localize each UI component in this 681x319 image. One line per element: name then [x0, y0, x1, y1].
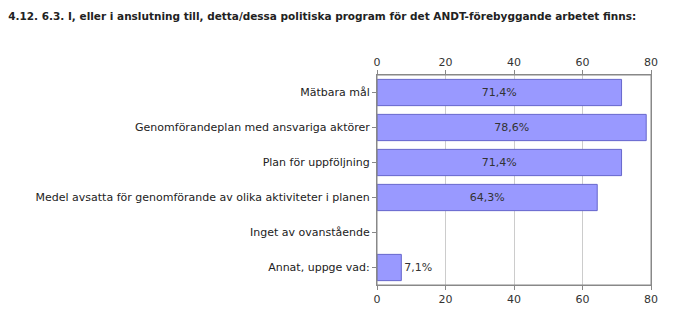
svg-text:60: 60 [576, 56, 590, 69]
svg-text:Plan för uppföljning: Plan för uppföljning [263, 156, 370, 169]
svg-text:40: 40 [507, 56, 521, 69]
svg-text:80: 80 [644, 56, 658, 69]
svg-text:64,3%: 64,3% [470, 191, 505, 204]
svg-text:Annat, uppge vad:: Annat, uppge vad: [268, 261, 370, 274]
svg-text:71,4%: 71,4% [482, 86, 517, 99]
svg-text:71,4%: 71,4% [482, 156, 517, 169]
svg-text:0: 0 [374, 56, 381, 69]
svg-text:4.12. 6.3. I, eller i anslutni: 4.12. 6.3. I, eller i anslutning till, d… [8, 10, 636, 22]
svg-text:80: 80 [644, 293, 658, 306]
svg-text:60: 60 [576, 293, 590, 306]
svg-text:20: 20 [439, 293, 453, 306]
svg-text:Medel avsatta för genomförande: Medel avsatta för genomförande av olika … [36, 191, 370, 204]
svg-text:Mätbara mål: Mätbara mål [300, 86, 370, 99]
svg-text:0: 0 [374, 293, 381, 306]
svg-text:7,1%: 7,1% [404, 261, 432, 274]
svg-text:40: 40 [507, 293, 521, 306]
svg-text:Genomförandeplan med ansvariga: Genomförandeplan med ansvariga aktörer [135, 121, 370, 134]
svg-text:78,6%: 78,6% [494, 121, 529, 134]
svg-text:20: 20 [439, 56, 453, 69]
svg-text:Inget av ovanstående: Inget av ovanstående [250, 226, 370, 239]
